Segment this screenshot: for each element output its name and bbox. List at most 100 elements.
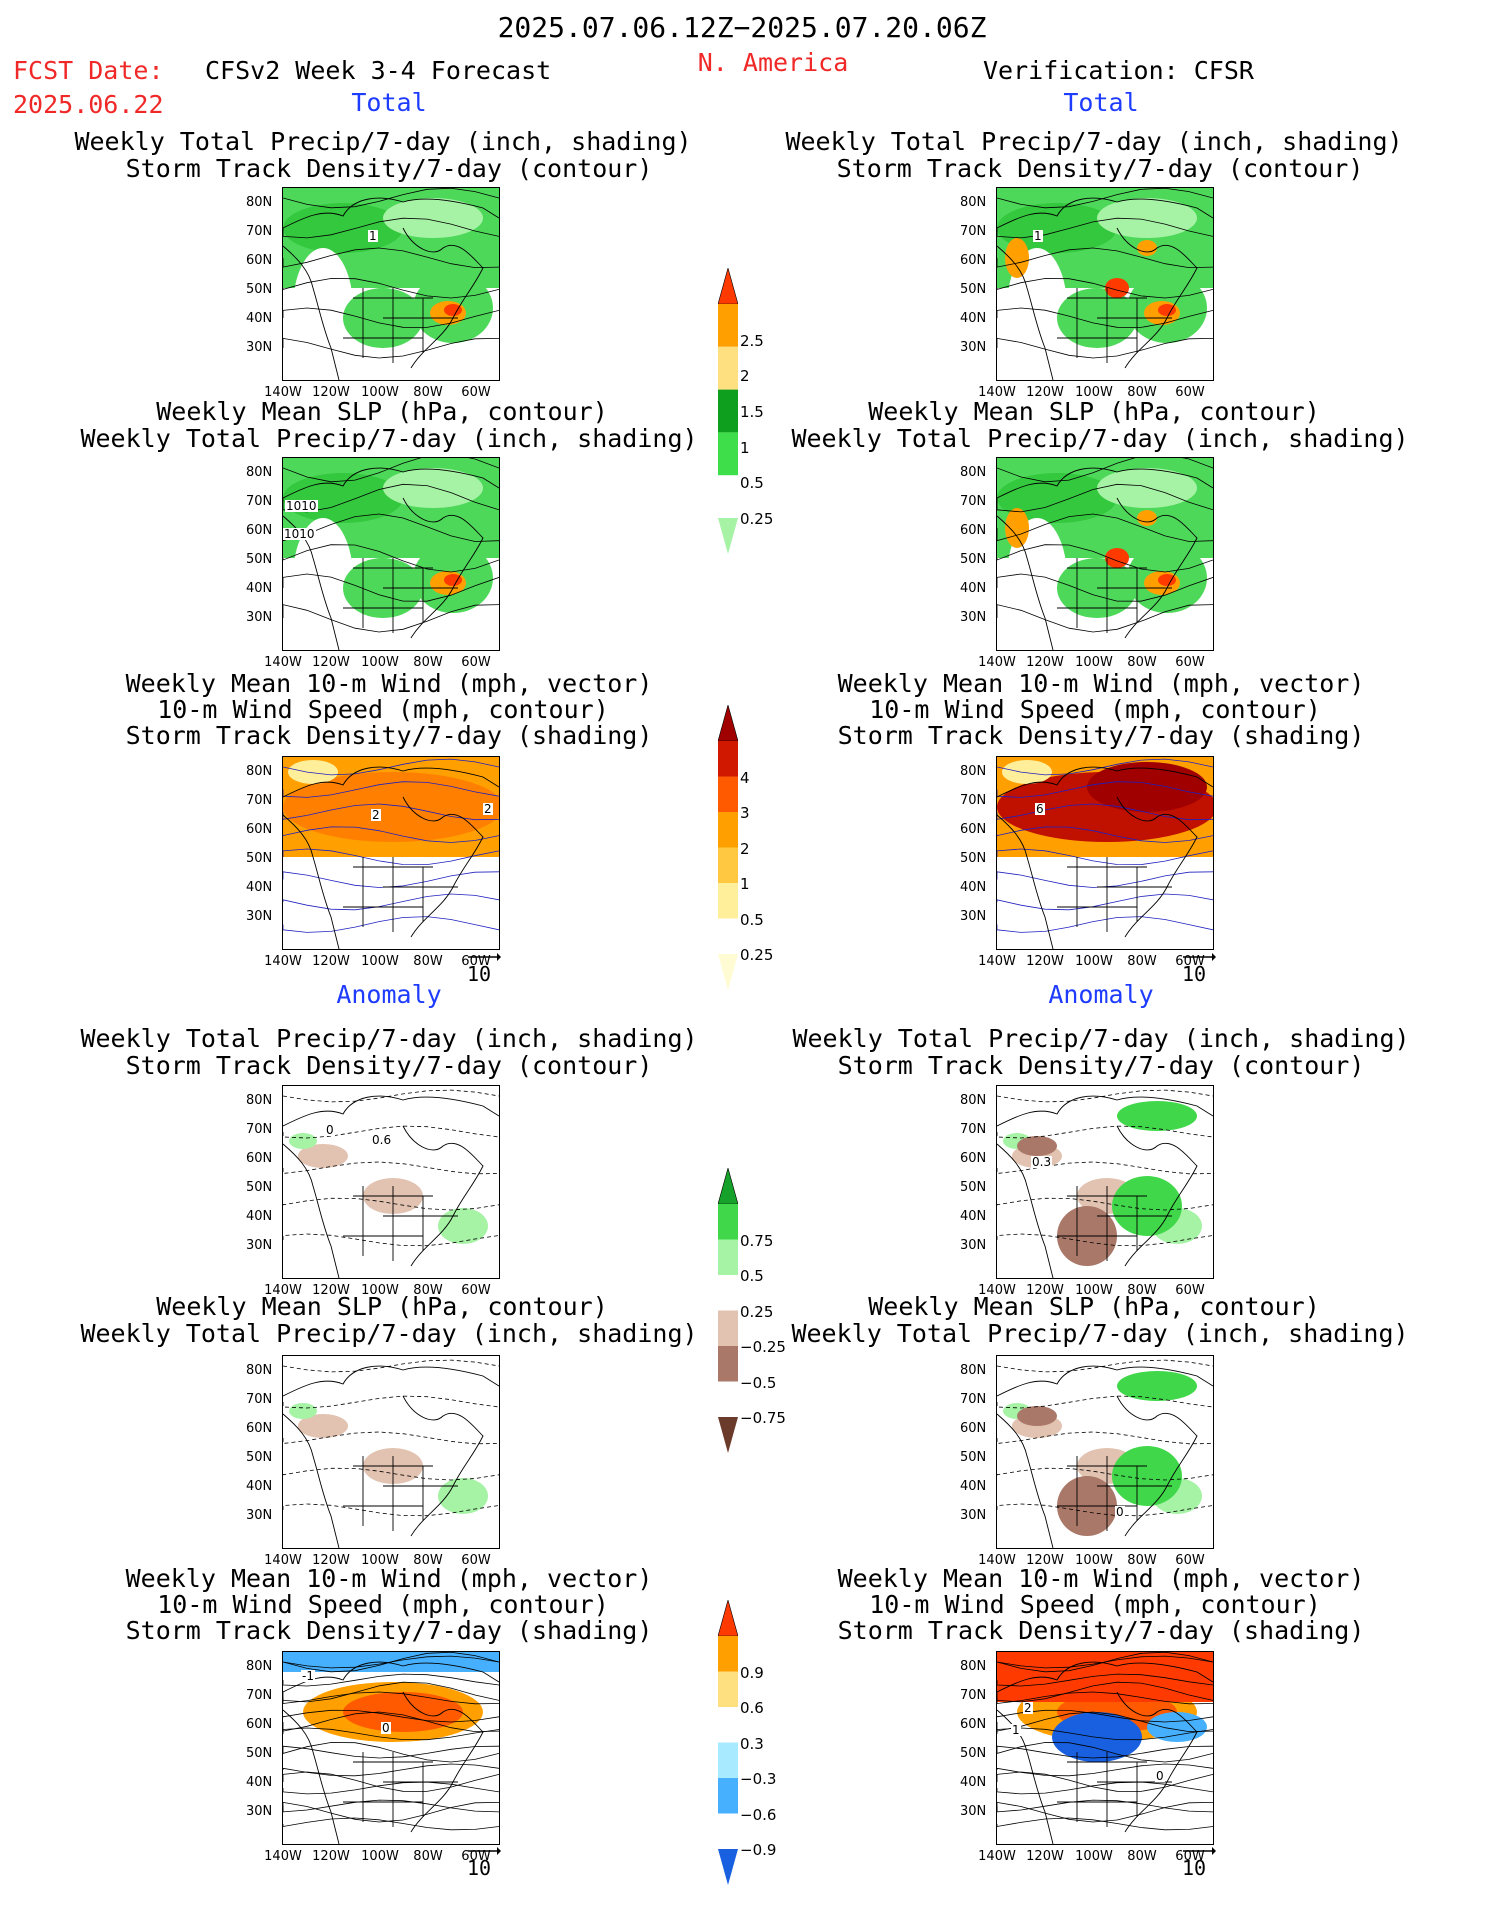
- colorbar-tick: 0.9: [740, 1663, 764, 1682]
- lat-label: 80N: [960, 1659, 987, 1674]
- lon-label: 80W: [1127, 1849, 1157, 1864]
- title-p1-right-1: Weekly Total Precip/7-day (inch, shading…: [785, 127, 1403, 156]
- title-p3-left-2: 10-m Wind Speed (mph, contour): [157, 695, 609, 724]
- lon-label: 80W: [413, 1283, 443, 1298]
- lat-label: 30N: [246, 1508, 273, 1523]
- colorbar-tick: 1: [740, 438, 750, 457]
- lon-label: 100W: [1075, 1283, 1113, 1298]
- title-p3-right-1: Weekly Mean 10-m Wind (mph, vector): [837, 669, 1365, 698]
- lat-label: 40N: [960, 880, 987, 895]
- colorbar-precip-anomaly: [718, 1168, 738, 1453]
- lat-label: 50N: [246, 1450, 273, 1465]
- map-field-p2l: [283, 458, 499, 650]
- lon-label: 80W: [1127, 954, 1157, 969]
- title-p3-right-3: Storm Track Density/7-day (shading): [837, 721, 1365, 750]
- lat-label: 50N: [246, 851, 273, 866]
- lat-label: 60N: [246, 523, 273, 538]
- title-p6-right-1: Weekly Mean 10-m Wind (mph, vector): [837, 1564, 1365, 1593]
- lon-label: 80W: [1127, 385, 1157, 400]
- lon-label: 100W: [1075, 385, 1113, 400]
- map-field-p2r: [997, 458, 1213, 650]
- title-p5-right-2: Weekly Total Precip/7-day (inch, shading…: [791, 1319, 1409, 1348]
- lat-label: 80N: [246, 465, 273, 480]
- date-range-title: 2025.07.06.12Z−2025.07.20.06Z: [497, 11, 987, 44]
- map-p2l: 1010 1010: [282, 457, 500, 651]
- colorbar-segment: [718, 1310, 738, 1346]
- lat-label: 50N: [246, 1746, 273, 1761]
- contour-label: 0: [325, 1123, 335, 1137]
- title-p5-left-2: Weekly Total Precip/7-day (inch, shading…: [80, 1319, 698, 1348]
- lon-label: 100W: [361, 1849, 399, 1864]
- colorbar-segment: [718, 1417, 738, 1453]
- colorbar-tick: 0.25: [740, 510, 774, 528]
- map-field-p5r: [997, 1356, 1213, 1548]
- lat-label: 40N: [960, 581, 987, 596]
- lon-label: 140W: [978, 1553, 1016, 1568]
- colorbar-segment: [718, 1600, 738, 1637]
- lon-label: 120W: [1026, 655, 1064, 670]
- lat-label: 80N: [960, 1093, 987, 1108]
- vector-ref-label: 10: [1182, 1856, 1207, 1880]
- colorbar-tick: 2: [740, 367, 750, 386]
- vector-ref-p6-left: 10: [467, 1847, 501, 1880]
- lat-label: 60N: [246, 1421, 273, 1436]
- title-p4-left-1: Weekly Total Precip/7-day (inch, shading…: [80, 1024, 698, 1053]
- contour-label: 0.3: [1031, 1155, 1053, 1169]
- lon-label: 100W: [361, 385, 399, 400]
- lat-label: 30N: [960, 909, 987, 924]
- lat-label: 50N: [960, 282, 987, 297]
- section-total-left: Total: [351, 88, 427, 117]
- lat-label: 40N: [960, 1479, 987, 1494]
- lat-label: 60N: [246, 822, 273, 837]
- lat-label: 70N: [960, 494, 987, 509]
- map-p1r: 1: [996, 187, 1214, 381]
- title-p2-left-1: Weekly Mean SLP (hPa, contour): [156, 397, 608, 426]
- lat-label: 50N: [246, 282, 273, 297]
- map-field-p6l: [283, 1652, 499, 1844]
- colorbar-storm-total: [718, 705, 738, 990]
- lat-label: 80N: [246, 195, 273, 210]
- lon-label: 120W: [1026, 385, 1064, 400]
- lat-label: 80N: [246, 1659, 273, 1674]
- colorbar-tick: −0.3: [740, 1770, 777, 1788]
- lat-label: 80N: [960, 195, 987, 210]
- lat-label: 50N: [960, 1450, 987, 1465]
- map-field-p4r: [997, 1086, 1213, 1278]
- title-p1-left-2: Storm Track Density/7-day (contour): [125, 154, 653, 183]
- colorbar-storm-anomaly: [718, 1600, 738, 1885]
- lon-label: 140W: [978, 385, 1016, 400]
- map-field-p1r: [997, 188, 1213, 380]
- section-anomaly-left: Anomaly: [336, 980, 442, 1009]
- map-p3r: 6: [996, 756, 1214, 950]
- contour-label: 0: [381, 1721, 391, 1735]
- map-p1l: 1: [282, 187, 500, 381]
- map-p2r: [996, 457, 1214, 651]
- lon-label: 100W: [1075, 655, 1113, 670]
- colorbar-tick: −0.75: [740, 1409, 786, 1427]
- colorbar-segment: [718, 1742, 738, 1778]
- lat-label: 70N: [960, 1392, 987, 1407]
- colorbar-segment: [718, 883, 738, 919]
- colorbar-segment: [718, 1346, 738, 1382]
- contour-label: 2: [1023, 1701, 1033, 1715]
- lat-label: 40N: [960, 311, 987, 326]
- contour-label: 2: [371, 808, 381, 822]
- lat-label: 50N: [960, 1180, 987, 1195]
- lat-label: 30N: [246, 909, 273, 924]
- colorbar-tick: 3: [740, 804, 750, 822]
- map-p5l: [282, 1355, 500, 1549]
- colorbar-segment: [718, 812, 738, 848]
- model-title: CFSv2 Week 3-4 Forecast: [205, 56, 552, 85]
- title-p5-left-1: Weekly Mean SLP (hPa, contour): [156, 1292, 608, 1321]
- contour-label: 0.6: [371, 1133, 393, 1147]
- colorbar-segment: [718, 1849, 738, 1885]
- lat-label: 40N: [246, 880, 273, 895]
- colorbar-tick: 0.5: [740, 474, 764, 493]
- map-p4l: 0 0.6: [282, 1085, 500, 1279]
- lon-label: 80W: [413, 954, 443, 969]
- lat-label: 30N: [960, 340, 987, 355]
- lat-label: 60N: [960, 822, 987, 837]
- lat-label: 70N: [246, 494, 273, 509]
